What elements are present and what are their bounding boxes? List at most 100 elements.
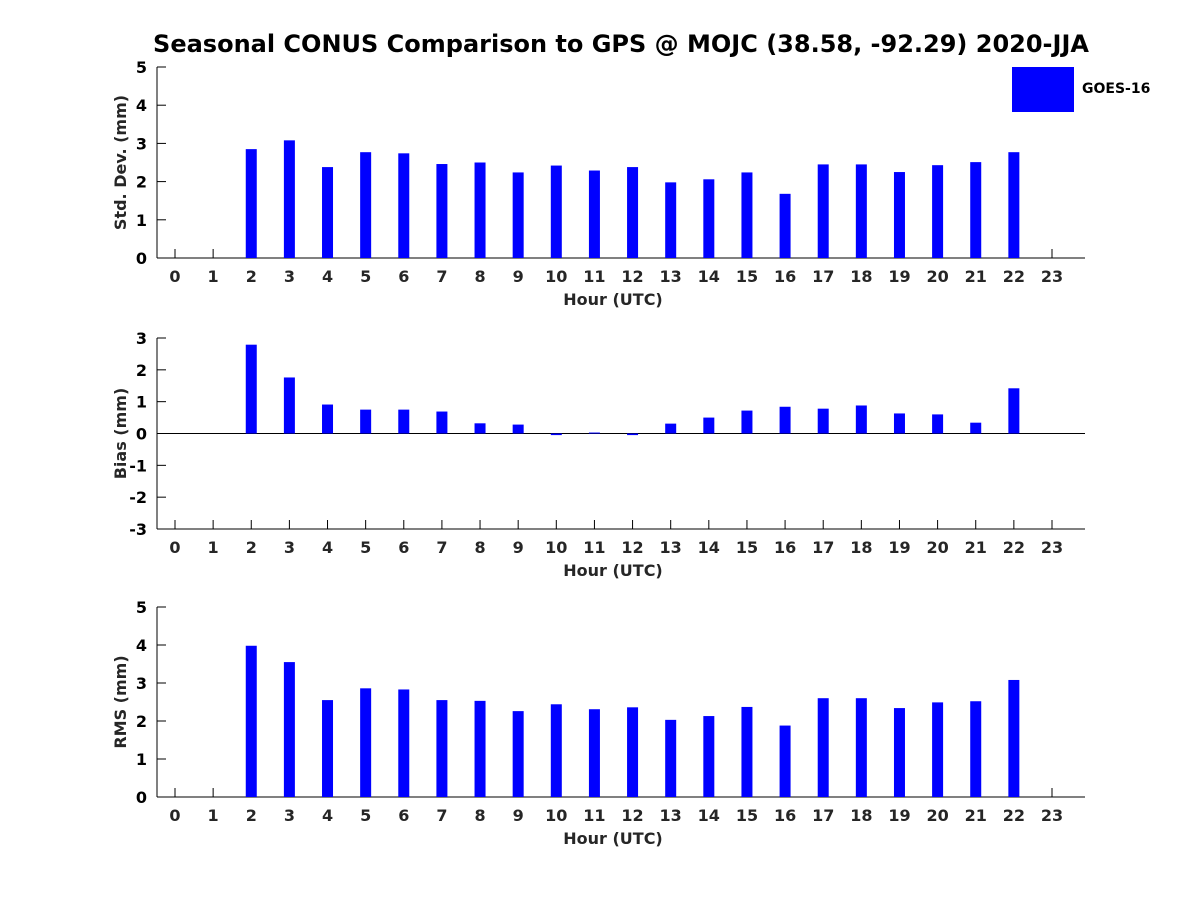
bar-1-hour-3: [283, 377, 295, 434]
x-tick-label-1: 23: [1041, 538, 1063, 557]
bar-2-hour-11: [588, 709, 600, 797]
bar-0-hour-16: [779, 193, 791, 258]
bar-0-hour-17: [817, 164, 829, 258]
y-tick-label-2: 3: [136, 674, 147, 693]
y-tick-label-1: -3: [129, 520, 147, 539]
x-tick-label-0: 4: [322, 267, 333, 286]
x-tick-label-2: 22: [1003, 806, 1025, 825]
x-tick-label-2: 0: [169, 806, 180, 825]
x-tick-label-1: 12: [621, 538, 643, 557]
x-tick-label-0: 9: [513, 267, 524, 286]
bar-0-hour-13: [665, 182, 677, 258]
bar-2-hour-5: [360, 688, 372, 797]
bar-1-hour-19: [893, 413, 905, 434]
bar-2-hour-7: [436, 700, 448, 797]
x-tick-label-2: 6: [398, 806, 409, 825]
x-tick-label-0: 8: [474, 267, 485, 286]
x-tick-label-1: 15: [736, 538, 758, 557]
bar-2-hour-6: [398, 689, 410, 797]
x-axis-label-1: Hour (UTC): [563, 561, 663, 580]
y-tick-label-0: 0: [136, 249, 147, 268]
y-axis-label-2: RMS (mm): [111, 655, 130, 748]
x-tick-label-2: 7: [436, 806, 447, 825]
bar-1-hour-9: [512, 424, 524, 434]
x-tick-label-0: 18: [850, 267, 872, 286]
x-tick-label-0: 19: [888, 267, 910, 286]
bar-1-hour-17: [817, 408, 829, 434]
legend-swatch: [1012, 67, 1074, 112]
bar-0-hour-3: [283, 140, 295, 258]
x-tick-label-0: 15: [736, 267, 758, 286]
x-tick-label-2: 13: [660, 806, 682, 825]
x-tick-label-2: 9: [513, 806, 524, 825]
x-tick-label-2: 20: [926, 806, 948, 825]
bar-1-hour-18: [855, 405, 867, 434]
bar-0-hour-14: [703, 179, 715, 258]
bar-0-hour-5: [360, 152, 372, 258]
x-tick-label-2: 4: [322, 806, 333, 825]
x-tick-label-0: 7: [436, 267, 447, 286]
x-tick-label-0: 6: [398, 267, 409, 286]
x-tick-label-0: 13: [660, 267, 682, 286]
y-axis-label-0: Std. Dev. (mm): [111, 95, 130, 230]
y-tick-label-1: 1: [136, 393, 147, 412]
y-tick-label-2: 1: [136, 750, 147, 769]
y-tick-label-1: 0: [136, 425, 147, 444]
bar-1-hour-13: [665, 423, 677, 434]
x-tick-label-1: 14: [698, 538, 720, 557]
bar-1-hour-10: [550, 433, 562, 436]
bar-2-hour-10: [550, 704, 562, 797]
figure-title: Seasonal CONUS Comparison to GPS @ MOJC …: [153, 30, 1089, 58]
bar-2-hour-21: [970, 701, 982, 797]
y-tick-label-1: 3: [136, 329, 147, 348]
x-tick-label-0: 2: [246, 267, 257, 286]
bar-2-hour-14: [703, 716, 715, 797]
bar-1-hour-22: [1008, 388, 1020, 434]
bar-2-hour-2: [245, 645, 257, 797]
x-tick-label-2: 12: [621, 806, 643, 825]
x-tick-label-1: 8: [474, 538, 485, 557]
bar-1-hour-11: [588, 432, 600, 434]
x-tick-label-0: 21: [965, 267, 987, 286]
y-tick-label-0: 3: [136, 134, 147, 153]
x-tick-label-1: 3: [284, 538, 295, 557]
x-tick-label-1: 11: [583, 538, 605, 557]
x-tick-label-2: 1: [208, 806, 219, 825]
x-tick-label-1: 16: [774, 538, 796, 557]
x-tick-label-2: 19: [888, 806, 910, 825]
x-tick-label-2: 23: [1041, 806, 1063, 825]
bar-0-hour-7: [436, 164, 448, 258]
bar-2-hour-9: [512, 711, 524, 797]
bar-2-hour-15: [741, 706, 753, 797]
legend: GOES-16: [1012, 67, 1152, 113]
x-tick-label-2: 14: [698, 806, 720, 825]
x-tick-label-1: 7: [436, 538, 447, 557]
x-tick-label-1: 6: [398, 538, 409, 557]
bar-0-hour-22: [1008, 152, 1020, 258]
x-tick-label-2: 15: [736, 806, 758, 825]
bar-2-hour-3: [283, 662, 295, 797]
x-tick-label-1: 1: [208, 538, 219, 557]
bar-0-hour-18: [855, 164, 867, 258]
bar-0-hour-6: [398, 153, 410, 258]
x-tick-label-1: 13: [660, 538, 682, 557]
x-tick-label-0: 10: [545, 267, 567, 286]
bar-0-hour-2: [245, 149, 257, 258]
bar-2-hour-18: [855, 698, 867, 797]
bar-2-hour-8: [474, 700, 486, 797]
bar-1-hour-7: [436, 411, 448, 434]
bar-0-hour-12: [627, 167, 639, 258]
bar-1-hour-2: [245, 344, 257, 434]
bar-1-hour-4: [322, 404, 334, 434]
x-tick-label-0: 11: [583, 267, 605, 286]
bar-2-hour-4: [322, 700, 334, 797]
bar-1-hour-15: [741, 410, 753, 434]
x-tick-label-0: 14: [698, 267, 720, 286]
bar-1-hour-6: [398, 409, 410, 434]
bar-0-hour-11: [588, 170, 600, 258]
x-tick-label-2: 8: [474, 806, 485, 825]
y-tick-label-1: -1: [129, 456, 147, 475]
legend-label: GOES-16: [1082, 81, 1151, 97]
x-tick-label-1: 17: [812, 538, 834, 557]
x-tick-label-1: 5: [360, 538, 371, 557]
